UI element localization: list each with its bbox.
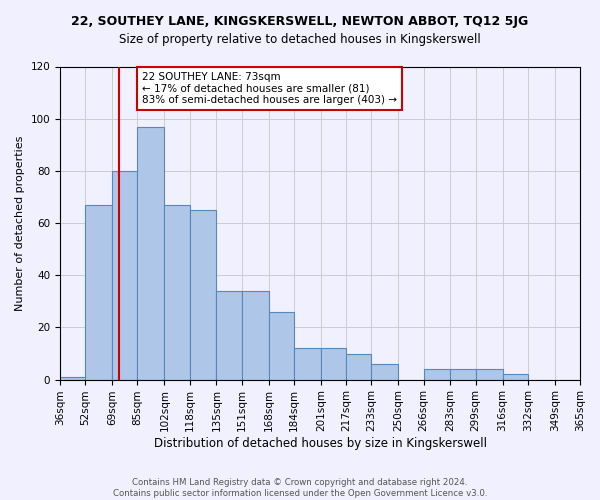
Bar	[190, 210, 217, 380]
X-axis label: Distribution of detached houses by size in Kingskerswell: Distribution of detached houses by size …	[154, 437, 487, 450]
Bar	[503, 374, 528, 380]
Bar	[269, 312, 294, 380]
Bar	[294, 348, 321, 380]
Bar	[85, 205, 112, 380]
Text: Contains HM Land Registry data © Crown copyright and database right 2024.
Contai: Contains HM Land Registry data © Crown c…	[113, 478, 487, 498]
Bar	[476, 369, 503, 380]
Y-axis label: Number of detached properties: Number of detached properties	[15, 136, 25, 310]
Text: 22 SOUTHEY LANE: 73sqm
← 17% of detached houses are smaller (81)
83% of semi-det: 22 SOUTHEY LANE: 73sqm ← 17% of detached…	[142, 72, 397, 105]
Bar	[137, 126, 164, 380]
Text: Size of property relative to detached houses in Kingskerswell: Size of property relative to detached ho…	[119, 32, 481, 46]
Bar	[371, 364, 398, 380]
Bar	[112, 171, 137, 380]
Bar	[346, 354, 371, 380]
Bar	[424, 369, 451, 380]
Bar	[242, 291, 269, 380]
Bar	[164, 205, 190, 380]
Text: 22, SOUTHEY LANE, KINGSKERSWELL, NEWTON ABBOT, TQ12 5JG: 22, SOUTHEY LANE, KINGSKERSWELL, NEWTON …	[71, 15, 529, 28]
Bar	[321, 348, 346, 380]
Bar	[451, 369, 476, 380]
Bar	[60, 377, 85, 380]
Bar	[217, 291, 242, 380]
